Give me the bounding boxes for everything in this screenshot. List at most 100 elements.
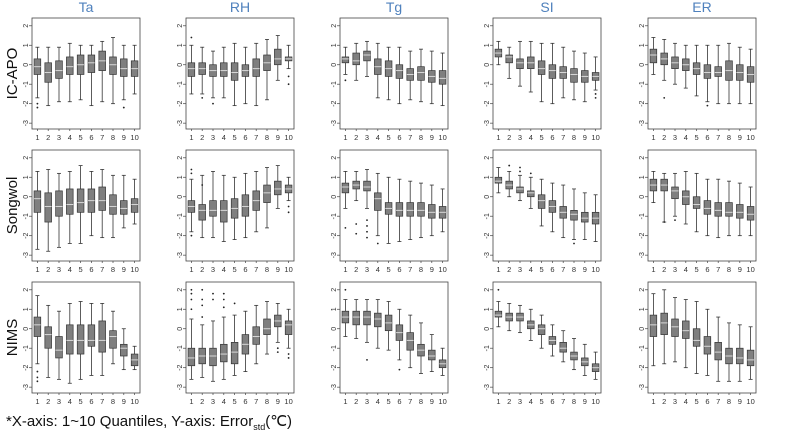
outlier-point	[376, 242, 379, 245]
box	[374, 312, 382, 328]
x-tick-label: 5	[540, 397, 544, 406]
y-tick-label: -1	[23, 213, 30, 219]
x-tick-label: 7	[408, 397, 412, 406]
x-tick-label: 7	[408, 265, 412, 274]
panel-frame	[339, 149, 449, 262]
box	[263, 184, 271, 203]
outlier-point	[287, 205, 290, 208]
outlier-point	[344, 288, 347, 291]
x-tick-label: 2	[662, 397, 666, 406]
box	[570, 68, 578, 83]
box	[66, 324, 74, 355]
outlier-point	[508, 164, 511, 167]
box	[395, 64, 404, 79]
box	[87, 324, 96, 347]
x-tick-label: 6	[89, 265, 93, 274]
y-tick-label: 0	[484, 63, 491, 67]
y-tick-label: -2	[177, 232, 184, 238]
box	[703, 200, 712, 215]
row-label: Songwol	[4, 177, 21, 235]
box	[660, 312, 668, 335]
outlier-point	[36, 102, 39, 105]
y-tick-label: 2	[23, 288, 30, 292]
box	[341, 182, 350, 194]
x-tick-label: 5	[695, 133, 699, 142]
box	[406, 202, 414, 217]
outlier-point	[366, 225, 368, 227]
y-tick-label: 0	[23, 327, 30, 331]
box	[438, 70, 447, 85]
x-tick-label: 7	[716, 397, 720, 406]
x-tick-label: 4	[529, 397, 533, 406]
outlier-point	[201, 96, 204, 99]
box	[363, 310, 371, 326]
box	[33, 190, 42, 213]
box	[559, 342, 567, 353]
x-tick-label: 3	[57, 133, 61, 142]
outlier-point	[212, 298, 214, 301]
panel-frame	[31, 149, 141, 262]
box	[120, 200, 128, 215]
x-tick-label: 1	[189, 133, 193, 142]
y-tick-label: 1	[331, 307, 338, 311]
outlier-point	[529, 172, 532, 175]
box	[516, 186, 524, 194]
outlier-point	[287, 83, 290, 86]
box	[252, 326, 260, 345]
y-tick-label: -1	[23, 81, 30, 87]
box	[55, 60, 63, 79]
y-tick-label: -2	[23, 232, 30, 238]
y-tick-label: 2	[23, 156, 30, 160]
y-tick-label: -3	[484, 120, 491, 126]
panel-frame	[185, 17, 295, 130]
x-tick-label: 1	[35, 397, 39, 406]
y-tick-label: 0	[23, 63, 30, 67]
box	[187, 347, 196, 367]
x-tick-label: 4	[529, 265, 533, 274]
box	[44, 192, 52, 223]
y-tick-label: -1	[177, 213, 184, 219]
x-tick-label: 2	[507, 133, 511, 142]
y-tick-label: -3	[484, 384, 491, 390]
x-tick-label: 8	[265, 265, 269, 274]
x-tick-label: 1	[496, 265, 500, 274]
x-tick-label: 9	[276, 397, 280, 406]
outlier-point	[344, 226, 347, 229]
x-tick-label: 10	[130, 265, 138, 274]
box	[130, 198, 139, 213]
box	[746, 206, 755, 221]
box	[703, 336, 712, 355]
y-tick-label: 0	[177, 63, 184, 67]
box	[263, 318, 271, 335]
y-tick-label: -3	[23, 384, 30, 390]
y-tick-label: 1	[484, 175, 491, 179]
x-tick-label: 1	[343, 133, 347, 142]
y-tick-label: 1	[177, 175, 184, 179]
y-tick-label: -2	[177, 364, 184, 370]
y-tick-label: -1	[484, 345, 491, 351]
y-tick-label: 2	[484, 24, 491, 28]
box	[341, 56, 350, 64]
box	[516, 58, 524, 69]
panel-frame	[339, 281, 449, 394]
y-tick-label: -2	[331, 232, 338, 238]
x-tick-label: 2	[46, 397, 50, 406]
x-tick-label: 2	[662, 265, 666, 274]
box	[537, 60, 546, 75]
panel-frame	[31, 17, 141, 130]
x-tick-label: 3	[211, 265, 215, 274]
box	[274, 48, 282, 66]
y-tick-label: 0	[177, 195, 184, 199]
x-tick-label: 8	[419, 133, 423, 142]
y-tick-label: -2	[23, 364, 30, 370]
y-tick-label: 0	[639, 195, 646, 199]
y-tick-label: 1	[177, 43, 184, 47]
box	[55, 336, 63, 359]
box	[220, 200, 228, 223]
x-tick-label: 8	[419, 265, 423, 274]
x-tick-label: 7	[561, 265, 565, 274]
x-tick-label: 2	[507, 397, 511, 406]
x-tick-label: 6	[397, 133, 401, 142]
x-tick-label: 8	[111, 133, 115, 142]
y-tick-label: 0	[639, 63, 646, 67]
